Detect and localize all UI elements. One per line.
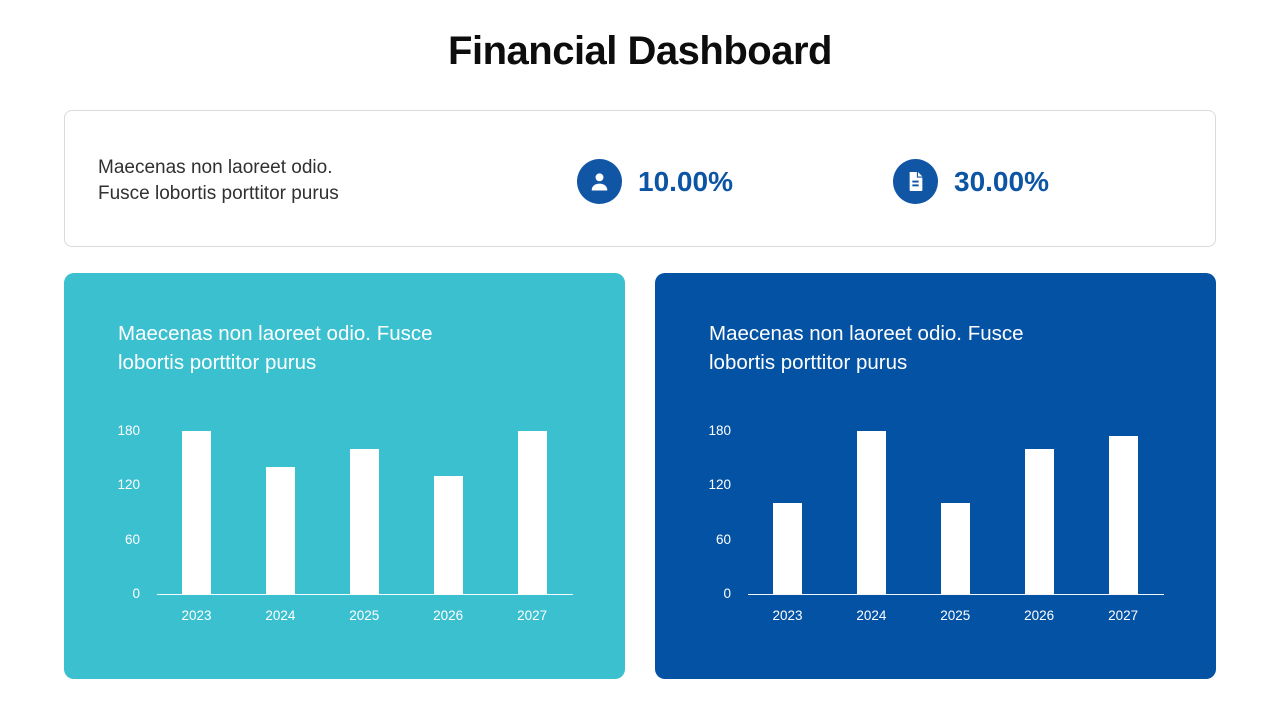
chart-title: Maecenas non laoreet odio. Fusce loborti… [118, 322, 433, 374]
x-axis-label: 2024 [265, 608, 296, 623]
bar-2023 [773, 503, 802, 594]
x-axis-label: 2024 [856, 608, 887, 623]
y-axis-tick: 180 [117, 423, 140, 438]
x-axis-label: 2025 [940, 608, 971, 623]
bar-chart: 180 120 60 0 2023 2024 2025 2026 2027 [64, 423, 625, 633]
stat-value: 30.00% [954, 165, 1049, 197]
document-icon [893, 158, 938, 204]
x-axis-label: 2027 [1108, 608, 1139, 623]
bar-2023 [182, 431, 211, 594]
bar-2024 [265, 467, 295, 594]
bar-2026 [433, 476, 463, 594]
bar-2027 [1108, 435, 1138, 594]
bar-chart: 180 120 60 0 2023 2024 2025 2026 2027 [655, 423, 1216, 633]
stat-document-percentage: 30.00% [893, 158, 1049, 204]
plot-area [157, 431, 573, 595]
y-axis-tick: 180 [708, 423, 731, 438]
bar-2027 [517, 431, 547, 594]
chart-card-teal: Maecenas non laoreet odio. Fusce loborti… [64, 273, 625, 679]
stat-people-percentage: 10.00% [577, 158, 733, 204]
chart-card-blue: Maecenas non laoreet odio. Fusce loborti… [655, 273, 1216, 679]
bar-2025 [940, 503, 970, 594]
x-axis-label: 2023 [772, 608, 803, 623]
bar-2024 [856, 431, 886, 594]
y-axis-tick: 0 [132, 586, 140, 601]
y-axis-tick: 120 [708, 477, 731, 493]
summary-card: Maecenas non laoreet odio. Fusce loborti… [64, 110, 1216, 247]
bar-2026 [1024, 449, 1054, 594]
summary-description: Maecenas non laoreet odio. Fusce loborti… [98, 157, 339, 204]
x-axis-label: 2026 [1024, 608, 1055, 623]
y-axis-tick: 60 [715, 531, 731, 547]
x-axis-label: 2026 [433, 608, 464, 623]
person-icon [577, 158, 622, 204]
x-axis-label: 2025 [349, 608, 380, 623]
y-axis-tick: 120 [117, 477, 140, 493]
x-axis-label: 2023 [181, 608, 212, 623]
stat-value: 10.00% [638, 165, 733, 197]
y-axis-tick: 0 [723, 586, 731, 601]
x-axis-label: 2027 [517, 608, 548, 623]
page-title: Financial Dashboard [448, 29, 832, 73]
chart-title: Maecenas non laoreet odio. Fusce loborti… [709, 322, 1024, 374]
bar-2025 [349, 449, 379, 594]
plot-area [748, 431, 1164, 595]
y-axis-tick: 60 [124, 531, 140, 547]
